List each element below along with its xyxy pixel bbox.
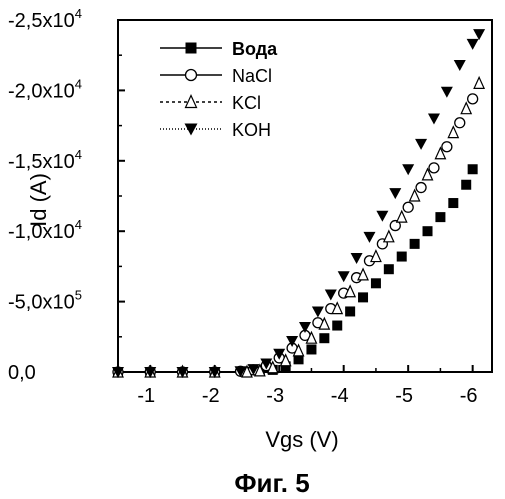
data-point [185, 124, 198, 136]
legend-label: KCl [232, 93, 261, 113]
x-tick-label: -4 [331, 385, 349, 407]
y-tick-label: 0,0 [8, 362, 36, 384]
data-point [428, 114, 440, 125]
x-tick-label: -6 [460, 385, 478, 407]
legend-label: KOH [232, 120, 271, 140]
x-tick-label: -3 [266, 385, 284, 407]
x-axis-title: Vgs (V) [265, 427, 338, 452]
data-point [306, 344, 316, 354]
y-tick-label: -5,0x105 [8, 288, 82, 314]
data-point [186, 96, 197, 108]
data-point [474, 77, 484, 88]
data-point [473, 29, 485, 40]
data-point [384, 264, 394, 274]
data-point [332, 321, 342, 331]
data-point [397, 252, 407, 262]
data-point [410, 239, 420, 249]
data-point [389, 188, 401, 199]
y-tick-label: -1,5x104 [8, 147, 82, 173]
series-layer [112, 29, 485, 378]
data-point [435, 212, 445, 222]
x-tick-label: -2 [202, 385, 220, 407]
data-point [376, 211, 388, 222]
data-point [454, 60, 466, 71]
plot-area [118, 20, 492, 372]
legend-label: Вода [232, 39, 278, 59]
data-point [371, 278, 381, 288]
figure-caption: Фиг. 5 [234, 468, 309, 498]
data-point [345, 306, 355, 316]
data-point [467, 39, 479, 50]
data-point [351, 253, 363, 264]
data-point [299, 322, 311, 333]
data-point [312, 306, 324, 317]
data-point [461, 103, 471, 114]
data-point [384, 231, 394, 242]
data-point [358, 292, 368, 302]
y-tick-label: -2,5x104 [8, 6, 82, 32]
data-point [455, 118, 465, 128]
data-point [186, 70, 197, 81]
data-point [338, 271, 350, 282]
data-point [319, 333, 329, 343]
data-point [416, 183, 426, 193]
data-point [363, 232, 375, 243]
data-point [403, 202, 413, 212]
data-point [402, 164, 414, 175]
plot-frame [118, 20, 492, 372]
data-point [441, 87, 453, 98]
data-point [448, 198, 458, 208]
series-3 [112, 29, 485, 378]
data-point [429, 163, 439, 173]
legend-label: NaCl [232, 66, 272, 86]
data-point [448, 127, 458, 138]
data-point [325, 290, 337, 301]
y-axis-title: Id (A) [26, 173, 51, 227]
data-point [423, 226, 433, 236]
data-point [397, 211, 407, 222]
legend: Вода NaCl KCl KOH [160, 39, 278, 140]
data-point [415, 139, 427, 150]
data-point [442, 142, 452, 152]
data-point [468, 164, 478, 174]
x-tick-label: -5 [395, 385, 413, 407]
data-point [468, 94, 478, 104]
x-tick-label: -1 [137, 385, 155, 407]
y-tick-label: -2,0x104 [8, 76, 82, 102]
data-point [186, 43, 197, 54]
data-point [461, 180, 471, 190]
